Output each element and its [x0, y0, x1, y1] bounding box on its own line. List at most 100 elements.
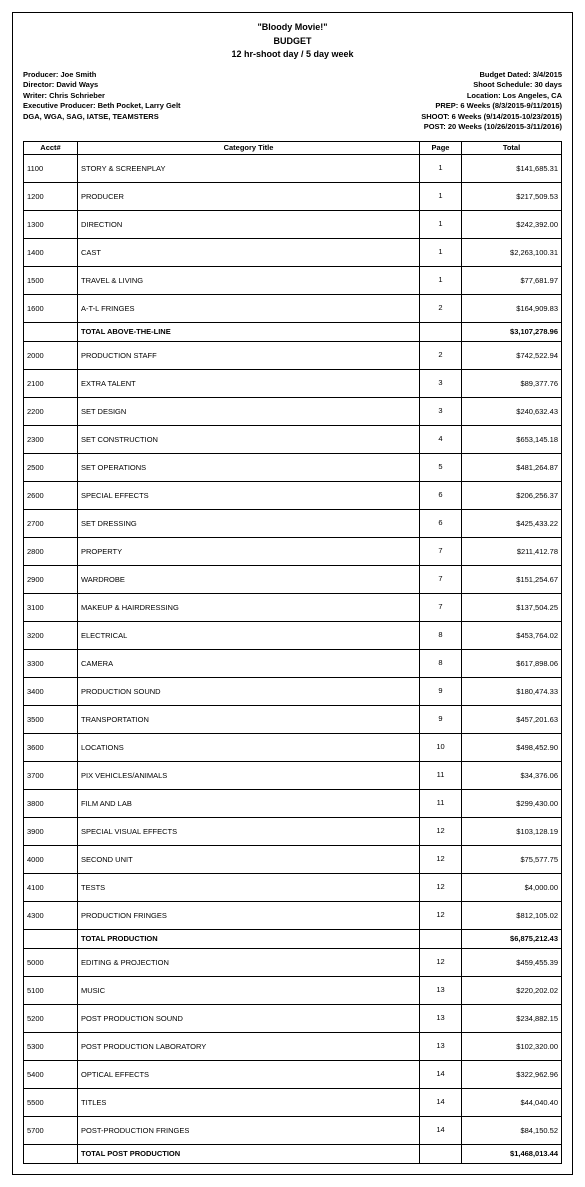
cell-acct: 2000: [24, 341, 78, 369]
cell-total: $653,145.18: [462, 425, 562, 453]
table-row: 2300SET CONSTRUCTION4$653,145.18: [24, 425, 562, 453]
cell-page: 9: [420, 705, 462, 733]
cell-total: $299,430.00: [462, 789, 562, 817]
cell-acct: 2200: [24, 397, 78, 425]
cell-acct: 5100: [24, 976, 78, 1004]
cell-total: $742,522.94: [462, 341, 562, 369]
cell-acct: 1200: [24, 182, 78, 210]
meta-left: Producer: Joe Smith Director: David Ways…: [23, 70, 181, 133]
cell-page: 8: [420, 649, 462, 677]
cell-title: CAST: [78, 238, 420, 266]
cell-title: SPECIAL VISUAL EFFECTS: [78, 817, 420, 845]
cell-total: $1,468,013.44: [462, 1144, 562, 1163]
cell-title: PRODUCTION FRINGES: [78, 901, 420, 929]
cell-title: CAMERA: [78, 649, 420, 677]
cell-acct: 3600: [24, 733, 78, 761]
cell-page: [420, 1144, 462, 1163]
shoot-line: SHOOT: 6 Weeks (9/14/2015-10/23/2015): [421, 112, 562, 123]
table-row: 2100EXTRA TALENT3$89,377.76: [24, 369, 562, 397]
budget-label: BUDGET: [23, 35, 562, 49]
prep-line: PREP: 6 Weeks (8/3/2015-9/11/2015): [421, 101, 562, 112]
cell-page: 1: [420, 182, 462, 210]
cell-title: POST PRODUCTION SOUND: [78, 1004, 420, 1032]
cell-page: 8: [420, 621, 462, 649]
table-row: 3100MAKEUP & HAIRDRESSING7$137,504.25: [24, 593, 562, 621]
cell-page: 12: [420, 948, 462, 976]
cell-page: 13: [420, 1032, 462, 1060]
cell-total: $457,201.63: [462, 705, 562, 733]
table-row: 4100TESTS12$4,000.00: [24, 873, 562, 901]
table-row: 5100MUSIC13$220,202.02: [24, 976, 562, 1004]
table-row: 4000SECOND UNIT12$75,577.75: [24, 845, 562, 873]
cell-acct: 5000: [24, 948, 78, 976]
cell-page: 7: [420, 593, 462, 621]
subtotal-row: TOTAL ABOVE-THE-LINE$3,107,278.96: [24, 322, 562, 341]
table-row: 1100STORY & SCREENPLAY1$141,685.31: [24, 154, 562, 182]
cell-page: [420, 322, 462, 341]
cell-title: TITLES: [78, 1088, 420, 1116]
cell-page: 11: [420, 789, 462, 817]
cell-total: $75,577.75: [462, 845, 562, 873]
cell-acct: 5400: [24, 1060, 78, 1088]
cell-title: TRANSPORTATION: [78, 705, 420, 733]
cell-total: $498,452.90: [462, 733, 562, 761]
cell-acct: 4100: [24, 873, 78, 901]
cell-title: PROPERTY: [78, 537, 420, 565]
table-row: 3400PRODUCTION SOUND9$180,474.33: [24, 677, 562, 705]
cell-acct: 1600: [24, 294, 78, 322]
cell-acct: 2100: [24, 369, 78, 397]
cell-total: $206,256.37: [462, 481, 562, 509]
table-row: 5400OPTICAL EFFECTS14$322,962.96: [24, 1060, 562, 1088]
cell-title: PRODUCTION SOUND: [78, 677, 420, 705]
cell-title: PRODUCER: [78, 182, 420, 210]
cell-title: STORY & SCREENPLAY: [78, 154, 420, 182]
cell-total: $141,685.31: [462, 154, 562, 182]
cell-title: MUSIC: [78, 976, 420, 1004]
cell-acct: 3800: [24, 789, 78, 817]
table-row: 3700PIX VEHICLES/ANIMALS11$34,376.06: [24, 761, 562, 789]
cell-page: 13: [420, 976, 462, 1004]
cell-acct: 5500: [24, 1088, 78, 1116]
cell-page: 5: [420, 453, 462, 481]
cell-page: 12: [420, 873, 462, 901]
cell-page: 3: [420, 397, 462, 425]
cell-title: DIRECTION: [78, 210, 420, 238]
cell-acct: 1500: [24, 266, 78, 294]
cell-acct: 5300: [24, 1032, 78, 1060]
cell-acct: 1400: [24, 238, 78, 266]
cell-total: $84,150.52: [462, 1116, 562, 1144]
exec-producer-line: Executive Producer: Beth Pocket, Larry G…: [23, 101, 181, 112]
col-total: Total: [462, 141, 562, 154]
table-row: 1600A-T-L FRINGES2$164,909.83: [24, 294, 562, 322]
cell-total: $220,202.02: [462, 976, 562, 1004]
cell-acct: 3200: [24, 621, 78, 649]
cell-title: EDITING & PROJECTION: [78, 948, 420, 976]
table-row: 1300DIRECTION1$242,392.00: [24, 210, 562, 238]
table-row: 5300POST PRODUCTION LABORATORY13$102,320…: [24, 1032, 562, 1060]
cell-title: A-T-L FRINGES: [78, 294, 420, 322]
cell-acct: 2500: [24, 453, 78, 481]
cell-acct: 5200: [24, 1004, 78, 1032]
table-row: 5700POST-PRODUCTION FRINGES14$84,150.52: [24, 1116, 562, 1144]
cell-total: $459,455.39: [462, 948, 562, 976]
director-line: Director: David Ways: [23, 80, 181, 91]
cell-page: 9: [420, 677, 462, 705]
location-line: Location: Los Angeles, CA: [421, 91, 562, 102]
cell-total: $812,105.02: [462, 901, 562, 929]
cell-page: 6: [420, 509, 462, 537]
budget-table: Acct# Category Title Page Total 1100STOR…: [23, 141, 562, 1164]
col-page: Page: [420, 141, 462, 154]
cell-total: $164,909.83: [462, 294, 562, 322]
cell-page: 2: [420, 294, 462, 322]
cell-acct: 2700: [24, 509, 78, 537]
meta-right: Budget Dated: 3/4/2015 Shoot Schedule: 3…: [421, 70, 562, 133]
cell-total: $425,433.22: [462, 509, 562, 537]
cell-total: $77,681.97: [462, 266, 562, 294]
cell-page: 6: [420, 481, 462, 509]
meta-block: Producer: Joe Smith Director: David Ways…: [23, 70, 562, 133]
cell-title: SET OPERATIONS: [78, 453, 420, 481]
cell-acct: 3700: [24, 761, 78, 789]
schedule-label: 12 hr-shoot day / 5 day week: [23, 48, 562, 62]
cell-acct: 3100: [24, 593, 78, 621]
cell-page: 14: [420, 1060, 462, 1088]
